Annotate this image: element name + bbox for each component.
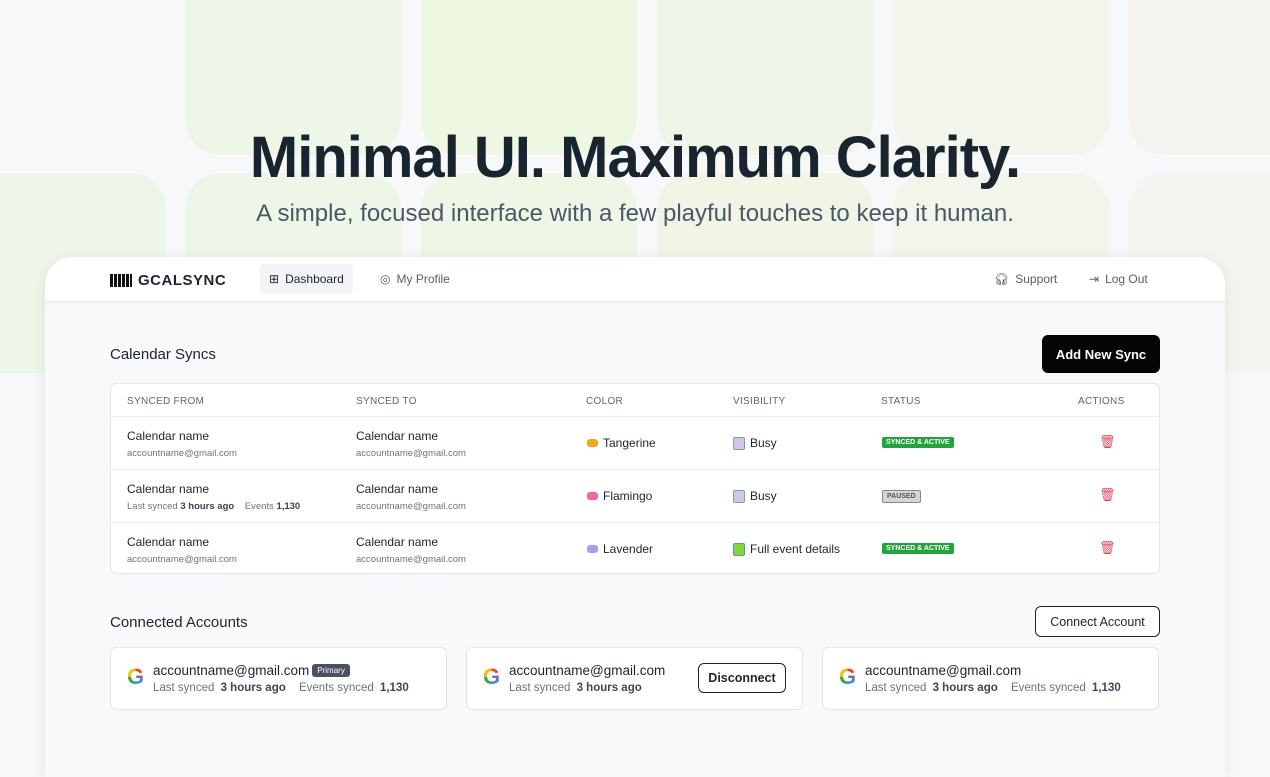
nav-my-profile[interactable]: ◎ My Profile	[371, 264, 459, 294]
visibility-cell: Busy	[733, 436, 777, 450]
busy-calendar-icon	[733, 436, 745, 450]
nav-dashboard[interactable]: ⊞ Dashboard	[260, 264, 353, 294]
account-email: accountname@gmail.com	[509, 663, 666, 678]
col-synced-from: SYNCED FROM	[127, 396, 205, 407]
account-card: G accountname@gmail.com Primary Last sync…	[110, 647, 447, 710]
col-status: STATUS	[881, 396, 921, 407]
account-meta: Last synced 3 hours ago	[509, 682, 642, 694]
table-row[interactable]: Calendar name accountname@gmail.com Cale…	[111, 522, 1159, 573]
status-badge: SYNCED & ACTIVE	[882, 437, 954, 448]
visibility-cell: Full event details	[733, 542, 840, 556]
from-account: accountname@gmail.com	[127, 448, 237, 459]
from-name: Calendar name	[127, 429, 210, 443]
from-name: Calendar name	[127, 482, 210, 496]
to-account: accountname@gmail.com	[356, 448, 466, 459]
disconnect-button[interactable]: Disconnect	[698, 663, 786, 693]
to-name: Calendar name	[356, 535, 439, 549]
nav-logout[interactable]: ⇥ Log Out	[1080, 264, 1157, 294]
primary-badge: Primary	[312, 664, 350, 677]
account-card: G accountname@gmail.com Last synced 3 ho…	[466, 647, 803, 710]
color-swatch-icon	[587, 492, 598, 500]
logout-label: Log Out	[1105, 272, 1148, 286]
status-badge: PAUSED	[882, 490, 921, 503]
color-cell: Tangerine	[587, 436, 656, 450]
table-row[interactable]: Calendar name Last synced 3 hours ago Ev…	[111, 469, 1159, 522]
color-cell: Flamingo	[587, 489, 652, 503]
col-color: COLOR	[586, 396, 624, 407]
to-name: Calendar name	[356, 429, 439, 443]
account-email: accountname@gmail.com Primary	[153, 663, 350, 678]
google-icon: G	[839, 664, 857, 689]
col-actions: ACTIONS	[1078, 396, 1125, 407]
visibility-label: Full event details	[750, 542, 841, 556]
logo-icon	[110, 274, 132, 287]
nav-my-profile-label: My Profile	[396, 272, 450, 286]
trash-icon[interactable]: 🗑︎	[1099, 540, 1116, 555]
logout-icon: ⇥	[1089, 272, 1100, 286]
trash-icon[interactable]: 🗑︎	[1099, 487, 1116, 502]
color-label: Flamingo	[603, 489, 653, 503]
color-label: Tangerine	[603, 436, 656, 450]
hero-subtitle: A simple, focused interface with a few p…	[256, 200, 1014, 227]
from-meta: Last synced 3 hours ago Events 1,130	[127, 501, 301, 512]
logo-text: GCALSYNC	[138, 272, 227, 289]
to-name: Calendar name	[356, 482, 439, 496]
visibility-cell: Busy	[733, 489, 777, 503]
logo[interactable]: GCALSYNC	[110, 272, 226, 289]
user-circle-icon: ◎	[380, 272, 391, 286]
from-account: accountname@gmail.com	[127, 554, 237, 565]
nav-support[interactable]: 🎧︎ Support	[985, 264, 1066, 294]
syncs-table: SYNCED FROM SYNCED TO COLOR VISIBILITY S…	[110, 383, 1160, 574]
visibility-label: Busy	[750, 489, 777, 503]
details-calendar-icon	[733, 542, 745, 556]
top-nav: GCALSYNC ⊞ Dashboard ◎ My Profile 🎧︎ Suppor…	[45, 257, 1225, 302]
color-label: Lavender	[603, 542, 654, 556]
account-meta: Last synced 3 hours ago Events synced 1,…	[865, 682, 1121, 694]
account-card: G accountname@gmail.com Last synced 3 ho…	[822, 647, 1159, 710]
color-swatch-icon	[587, 545, 598, 553]
connect-account-button[interactable]: Connect Account	[1035, 606, 1160, 637]
color-cell: Lavender	[587, 542, 653, 556]
account-email: accountname@gmail.com	[865, 663, 1022, 678]
grid-icon: ⊞	[269, 272, 280, 286]
table-row[interactable]: Calendar name accountname@gmail.com Cale…	[111, 416, 1159, 469]
from-name: Calendar name	[127, 535, 210, 549]
visibility-label: Busy	[750, 436, 777, 450]
status-badge: SYNCED & ACTIVE	[882, 543, 954, 554]
google-icon: G	[483, 664, 501, 689]
nav-dashboard-label: Dashboard	[285, 272, 344, 286]
account-meta: Last synced 3 hours ago Events synced 1,…	[153, 682, 409, 694]
connected-accounts-title: Connected Accounts	[110, 614, 248, 631]
app-window: GCALSYNC ⊞ Dashboard ◎ My Profile 🎧︎ Suppor…	[45, 257, 1225, 777]
trash-icon[interactable]: 🗑︎	[1099, 434, 1116, 449]
headset-icon: 🎧︎	[994, 272, 1010, 286]
color-swatch-icon	[587, 439, 598, 447]
google-icon: G	[127, 664, 145, 689]
hero-title: Minimal UI. Maximum Clarity.	[249, 125, 1021, 190]
busy-calendar-icon	[733, 489, 745, 503]
col-synced-to: SYNCED TO	[356, 396, 417, 407]
calendar-syncs-title: Calendar Syncs	[110, 346, 216, 363]
col-visibility: VISIBILITY	[733, 396, 786, 407]
to-account: accountname@gmail.com	[356, 554, 466, 565]
support-label: Support	[1015, 272, 1058, 286]
add-new-sync-button[interactable]: Add New Sync	[1042, 335, 1160, 373]
to-account: accountname@gmail.com	[356, 501, 466, 512]
